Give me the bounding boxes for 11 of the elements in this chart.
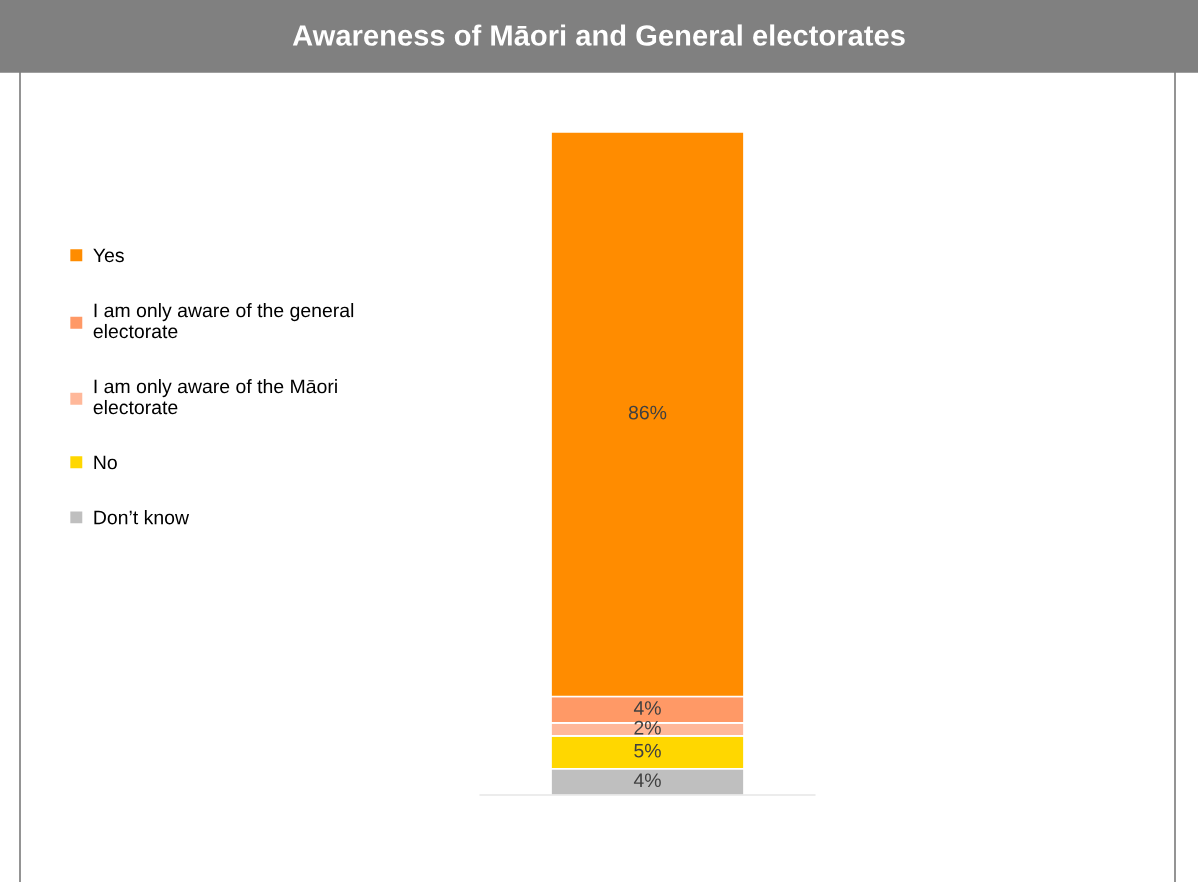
data-label: 2% [634,720,661,735]
chart-title: Awareness of Māori and General electorates [292,24,905,46]
legend-label: No [94,455,117,470]
legend-label: Don’t know [94,510,190,525]
data-label: 86% [628,405,667,420]
legend-label: Yes [93,248,124,263]
data-label: 4% [633,773,661,788]
legend-label: I am only aware of the Māori electorate [93,379,337,415]
data-label: 4% [633,701,661,715]
data-label: 5% [634,743,661,758]
legend-label: I am only aware of the general electorate [93,303,354,339]
